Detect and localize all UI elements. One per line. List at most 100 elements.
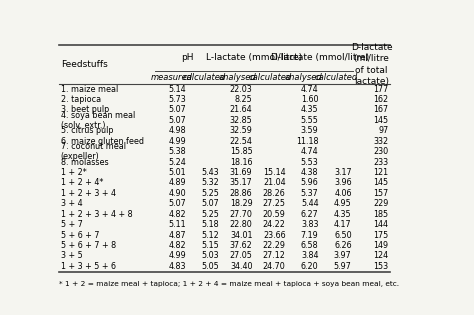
Text: 1. maize meal: 1. maize meal [61,85,118,94]
Text: 5.01: 5.01 [169,168,186,177]
Text: 5.32: 5.32 [201,179,219,187]
Text: 15.85: 15.85 [230,147,253,156]
Text: 4.17: 4.17 [334,220,352,229]
Text: 185: 185 [373,210,388,219]
Text: 3 + 4: 3 + 4 [61,199,82,208]
Text: 4.99: 4.99 [169,251,186,261]
Text: 3.83: 3.83 [301,220,319,229]
Text: 233: 233 [373,158,388,167]
Text: 6.50: 6.50 [334,231,352,240]
Text: 20.59: 20.59 [263,210,285,219]
Text: 5.15: 5.15 [201,241,219,250]
Text: 97: 97 [378,126,388,135]
Text: 5.07: 5.07 [169,116,186,125]
Text: 6.27: 6.27 [301,210,319,219]
Text: 15.14: 15.14 [263,168,285,177]
Text: 28.86: 28.86 [230,189,253,198]
Text: 1.60: 1.60 [301,95,319,104]
Text: 3.17: 3.17 [334,168,352,177]
Text: 3. beet pulp: 3. beet pulp [61,106,109,114]
Text: 7. coconut meal
(expeller): 7. coconut meal (expeller) [61,142,126,161]
Text: 4.74: 4.74 [301,85,319,94]
Text: 4.83: 4.83 [169,262,186,271]
Text: 34.01: 34.01 [230,231,253,240]
Text: 332: 332 [373,137,388,146]
Text: 5.07: 5.07 [169,106,186,114]
Text: 121: 121 [373,168,388,177]
Text: 149: 149 [373,241,388,250]
Text: 5.05: 5.05 [201,262,219,271]
Text: 145: 145 [373,116,388,125]
Text: 27.25: 27.25 [263,199,285,208]
Text: 37.62: 37.62 [230,241,253,250]
Text: 4.35: 4.35 [334,210,352,219]
Text: 3.97: 3.97 [334,251,352,261]
Text: 4.90: 4.90 [169,189,186,198]
Text: 4.38: 4.38 [301,168,319,177]
Text: 8.25: 8.25 [235,95,253,104]
Text: 5. citrus pulp: 5. citrus pulp [61,126,113,135]
Text: 4.06: 4.06 [334,189,352,198]
Text: 144: 144 [374,220,388,229]
Text: 5.24: 5.24 [169,158,186,167]
Text: 153: 153 [373,262,388,271]
Text: 34.40: 34.40 [230,262,253,271]
Text: 5.25: 5.25 [201,210,219,219]
Text: 5.25: 5.25 [201,189,219,198]
Text: 4. soya bean meal
(solv. extr.): 4. soya bean meal (solv. extr.) [61,111,135,130]
Text: 5.03: 5.03 [202,251,219,261]
Text: 22.80: 22.80 [230,220,253,229]
Text: 5 + 6 + 7 + 8: 5 + 6 + 7 + 8 [61,241,116,250]
Text: 167: 167 [373,106,388,114]
Text: 28.26: 28.26 [263,189,285,198]
Text: 5.12: 5.12 [201,231,219,240]
Text: 4.82: 4.82 [169,210,186,219]
Text: 3.59: 3.59 [301,126,319,135]
Text: calculated: calculated [183,73,226,82]
Text: 4.89: 4.89 [169,179,186,187]
Text: 5 + 6 + 7: 5 + 6 + 7 [61,231,99,240]
Text: 5.07: 5.07 [201,199,219,208]
Text: 18.29: 18.29 [230,199,253,208]
Text: 1 + 2 + 3 + 4 + 8: 1 + 2 + 3 + 4 + 8 [61,210,132,219]
Text: 1 + 3 + 5 + 6: 1 + 3 + 5 + 6 [61,262,116,271]
Text: pH: pH [182,53,194,62]
Text: 6.58: 6.58 [301,241,319,250]
Text: 177: 177 [373,85,388,94]
Text: 5.97: 5.97 [334,262,352,271]
Text: 4.99: 4.99 [169,137,186,146]
Text: 3.84: 3.84 [301,251,319,261]
Text: 24.22: 24.22 [263,220,285,229]
Text: 27.12: 27.12 [263,251,285,261]
Text: 6.26: 6.26 [334,241,352,250]
Text: 230: 230 [373,147,388,156]
Text: 145: 145 [373,179,388,187]
Text: 3.96: 3.96 [334,179,352,187]
Text: 1 + 2*: 1 + 2* [61,168,86,177]
Text: 31.69: 31.69 [230,168,253,177]
Text: * 1 + 2 = maize meal + tapioca; 1 + 2 + 4 = maize meal + tapioca + soya bean mea: * 1 + 2 = maize meal + tapioca; 1 + 2 + … [59,281,400,287]
Text: 124: 124 [373,251,388,261]
Text: 5.55: 5.55 [301,116,319,125]
Text: 22.54: 22.54 [229,137,253,146]
Text: 229: 229 [373,199,388,208]
Text: 5.18: 5.18 [202,220,219,229]
Text: D-lactate
(ml/litre
of total
lactate): D-lactate (ml/litre of total lactate) [351,43,392,86]
Text: 5.73: 5.73 [169,95,186,104]
Text: 4.82: 4.82 [169,241,186,250]
Text: 5.37: 5.37 [301,189,319,198]
Text: 4.74: 4.74 [301,147,319,156]
Text: 5.53: 5.53 [301,158,319,167]
Text: analysed: analysed [285,73,322,82]
Text: 175: 175 [373,231,388,240]
Text: 2. tapioca: 2. tapioca [61,95,101,104]
Text: 8. molasses: 8. molasses [61,158,109,167]
Text: D-lactate (mmol/litre): D-lactate (mmol/litre) [271,53,369,62]
Text: 4.87: 4.87 [169,231,186,240]
Text: 21.64: 21.64 [230,106,253,114]
Text: 18.16: 18.16 [230,158,253,167]
Text: 5.96: 5.96 [301,179,319,187]
Text: 7.19: 7.19 [301,231,319,240]
Text: 5.14: 5.14 [169,85,186,94]
Text: 5.11: 5.11 [169,220,186,229]
